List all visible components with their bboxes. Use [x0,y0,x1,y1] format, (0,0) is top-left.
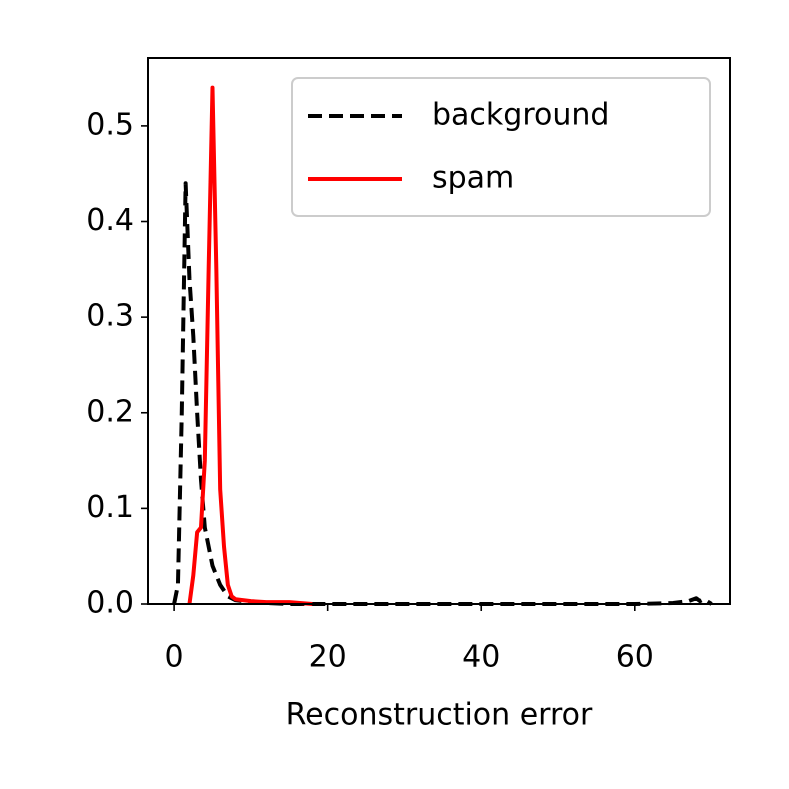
y-tick-label: 0.3 [86,299,134,334]
legend-label: spam [432,161,514,196]
y-tick-label: 0.1 [86,490,134,525]
plot-frame [147,57,731,605]
data-line [172,181,713,606]
y-tick-label: 0.4 [86,203,134,238]
y-tick-label: 0.5 [86,107,134,142]
x-tick-label: 0 [165,640,184,675]
y-tick-label: 0.0 [86,586,134,621]
x-axis-label: Reconstruction error [286,698,593,733]
x-tick-label: 60 [616,640,654,675]
x-tick-label: 40 [462,640,500,675]
y-tick-label: 0.2 [86,394,134,429]
x-tick-label: 20 [309,640,347,675]
legend-box [291,77,711,217]
data-line [187,85,313,606]
legend-label: background [432,98,609,133]
